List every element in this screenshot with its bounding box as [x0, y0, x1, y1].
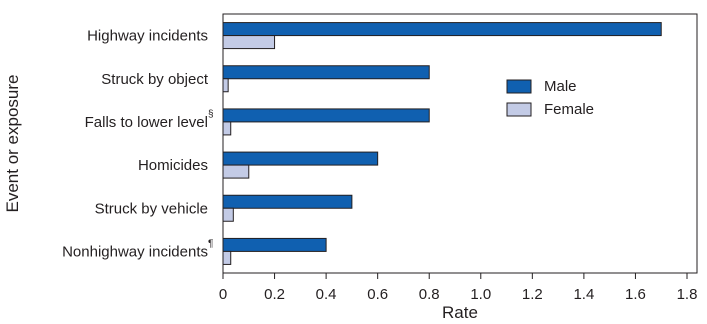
- x-tick-label: 1.0: [470, 286, 491, 303]
- bar-female-4: [222, 164, 250, 179]
- x-tick-label: 0.6: [367, 286, 388, 303]
- bars-group: [222, 22, 662, 265]
- bar-male-6: [222, 237, 327, 252]
- legend-swatch-male: [506, 79, 532, 94]
- bar-male-3: [222, 108, 430, 123]
- bar-female-5: [222, 207, 234, 222]
- footnote-mark: ¶: [208, 238, 213, 249]
- x-tick-label: 0.2: [264, 286, 285, 303]
- legend-label-male: Male: [544, 78, 577, 95]
- category-label: Homicides: [138, 157, 208, 174]
- bar-male-2: [222, 65, 430, 80]
- category-label: Struck by object: [101, 71, 209, 88]
- bar-female-1: [222, 35, 276, 50]
- legend-swatch-female: [506, 102, 532, 117]
- x-axis-title: Rate: [442, 303, 478, 322]
- x-tick-label: 1.8: [677, 286, 698, 303]
- legend-label-female: Female: [544, 101, 594, 118]
- bar-female-3: [222, 121, 232, 136]
- bar-female-6: [222, 250, 232, 265]
- category-label: Nonhighway incidents: [62, 243, 208, 260]
- x-tick-label: 1.4: [573, 286, 594, 303]
- footnote-mark: §: [208, 109, 214, 120]
- bar-male-5: [222, 194, 353, 209]
- legend: Male Female: [506, 78, 594, 118]
- x-tick-label: 0: [219, 286, 227, 303]
- bar-female-2: [222, 78, 229, 93]
- y-axis-title: Event or exposure: [3, 75, 22, 213]
- plot-frame: [222, 13, 698, 274]
- category-label: Falls to lower level: [85, 114, 208, 131]
- x-tick-label: 1.2: [522, 286, 543, 303]
- category-label: Struck by vehicle: [95, 200, 208, 217]
- bar-male-1: [222, 22, 662, 37]
- category-label: Highway incidents: [87, 28, 208, 45]
- x-tick-label: 0.8: [419, 286, 440, 303]
- x-tick-label: 0.4: [316, 286, 337, 303]
- bar-male-4: [222, 151, 379, 166]
- x-tick-label: 1.6: [625, 286, 646, 303]
- category-labels: Highway incidents Struck by object Falls t…: [62, 28, 213, 261]
- x-axis-ticks: 0 0.2 0.4 0.6 0.8 1.0 1.2 1.4 1.6 1.8: [219, 273, 698, 303]
